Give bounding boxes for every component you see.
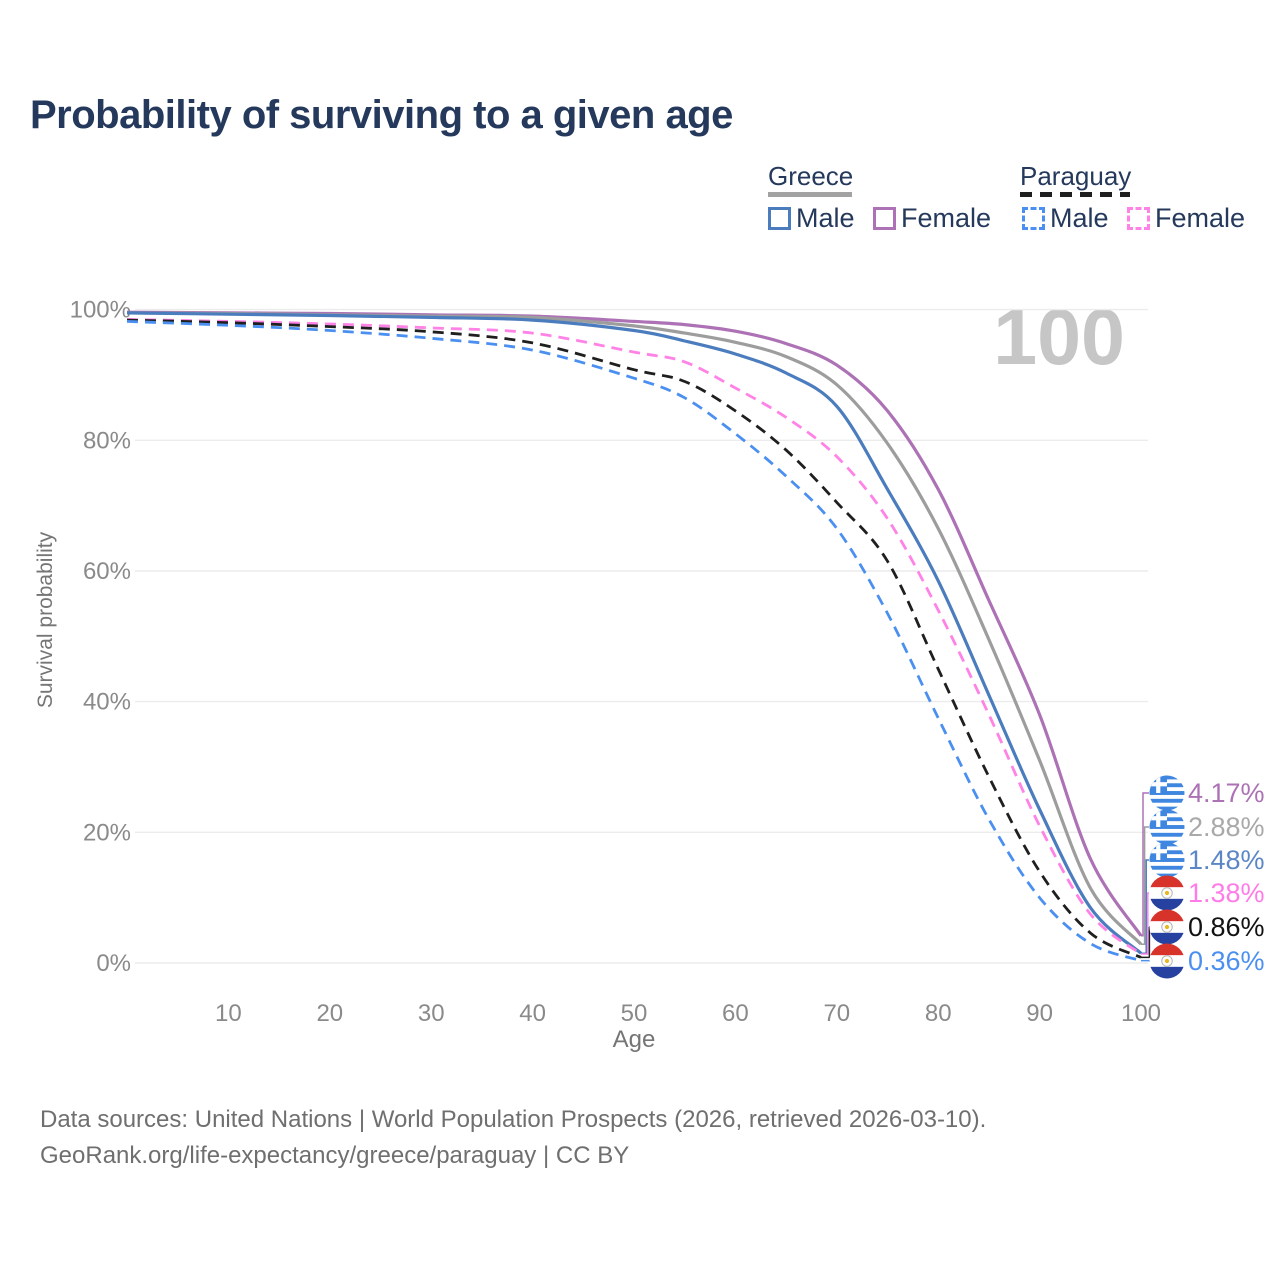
paraguay-male-swatch-icon: [1022, 207, 1045, 230]
footer-attribution-link[interactable]: GeoRank.org/life-expectancy/greece/parag…: [40, 1142, 630, 1169]
end-label-paraguay-male: 0.36%: [1188, 946, 1265, 976]
legend-greece-female[interactable]: Female: [873, 205, 991, 232]
end-label-connector-paraguay-female: [1141, 892, 1149, 955]
curve-greece-both-sexes[interactable]: [126, 311, 1143, 946]
paraguay-flag-icon: [1149, 943, 1185, 979]
x-tick-label-20: 20: [316, 1000, 343, 1027]
y-tick-label-60: 60%: [83, 558, 131, 585]
legend-paraguay-female[interactable]: Female: [1127, 205, 1245, 232]
legend-greece-line-swatch: [768, 192, 852, 197]
y-tick-label-40: 40%: [83, 689, 131, 716]
x-tick-label-90: 90: [1026, 1000, 1053, 1027]
x-axis-title: Age: [612, 1026, 656, 1053]
paraguay-flag-icon: [1149, 875, 1185, 911]
end-label-greece-female: 4.17%: [1188, 778, 1265, 808]
footer-data-sources: Data sources: United Nations | World Pop…: [40, 1106, 987, 1133]
end-label-greece-male: 1.48%: [1188, 845, 1265, 875]
curve-paraguay-male[interactable]: [126, 320, 1142, 962]
x-tick-label-60: 60: [722, 1000, 749, 1027]
x-tick-label-80: 80: [925, 1000, 952, 1027]
y-tick-label-100: 100%: [70, 297, 131, 324]
greece-male-swatch-icon: [768, 207, 791, 230]
curve-greece-female[interactable]: [126, 310, 1143, 937]
x-tick-label-100: 100: [1121, 1000, 1161, 1027]
y-axis-title: Survival probability: [34, 531, 57, 709]
end-label-connector-paraguay-both-sexes: [1141, 926, 1151, 959]
y-tick-label-0: 0%: [96, 950, 131, 977]
legend-greece-male[interactable]: Male: [768, 205, 855, 232]
end-label-paraguay-female: 1.38%: [1188, 878, 1265, 908]
legend-greece-title[interactable]: Greece: [768, 161, 854, 191]
paraguay-female-swatch-icon: [1127, 207, 1150, 230]
legend-greece-female-label: Female: [901, 203, 992, 233]
legend-paraguay-male-label: Male: [1050, 203, 1109, 233]
x-tick-label-40: 40: [519, 1000, 546, 1027]
y-tick-label-80: 80%: [83, 427, 131, 454]
end-label-connector-greece-both-sexes: [1141, 826, 1149, 945]
end-label-greece-both-sexes: 2.88%: [1188, 812, 1265, 842]
legend-greece-male-label: Male: [796, 203, 855, 233]
page-title: Probability of surviving to a given age: [30, 93, 733, 137]
paraguay-flag-icon: [1149, 909, 1185, 945]
legend-paraguay-title[interactable]: Paraguay: [1020, 161, 1132, 191]
greece-flag-icon: [1149, 809, 1185, 845]
end-label-paraguay-both-sexes: 0.86%: [1188, 912, 1265, 942]
end-label-connector-greece-female: [1141, 792, 1149, 937]
curve-greece-male[interactable]: [126, 311, 1143, 955]
greece-flag-icon: [1149, 775, 1185, 811]
legend-paraguay-female-label: Female: [1155, 203, 1246, 233]
greece-female-swatch-icon: [873, 207, 896, 230]
x-tick-label-30: 30: [418, 1000, 445, 1027]
greece-flag-icon: [1149, 842, 1185, 878]
x-tick-label-50: 50: [621, 1000, 648, 1027]
curve-paraguay-female[interactable]: [126, 318, 1142, 956]
x-tick-label-70: 70: [823, 1000, 850, 1027]
legend-paraguay-male[interactable]: Male: [1022, 205, 1109, 232]
y-tick-label-20: 20%: [83, 819, 131, 846]
x-tick-label-10: 10: [215, 1000, 242, 1027]
legend-paraguay-line-swatch: [1020, 192, 1130, 197]
